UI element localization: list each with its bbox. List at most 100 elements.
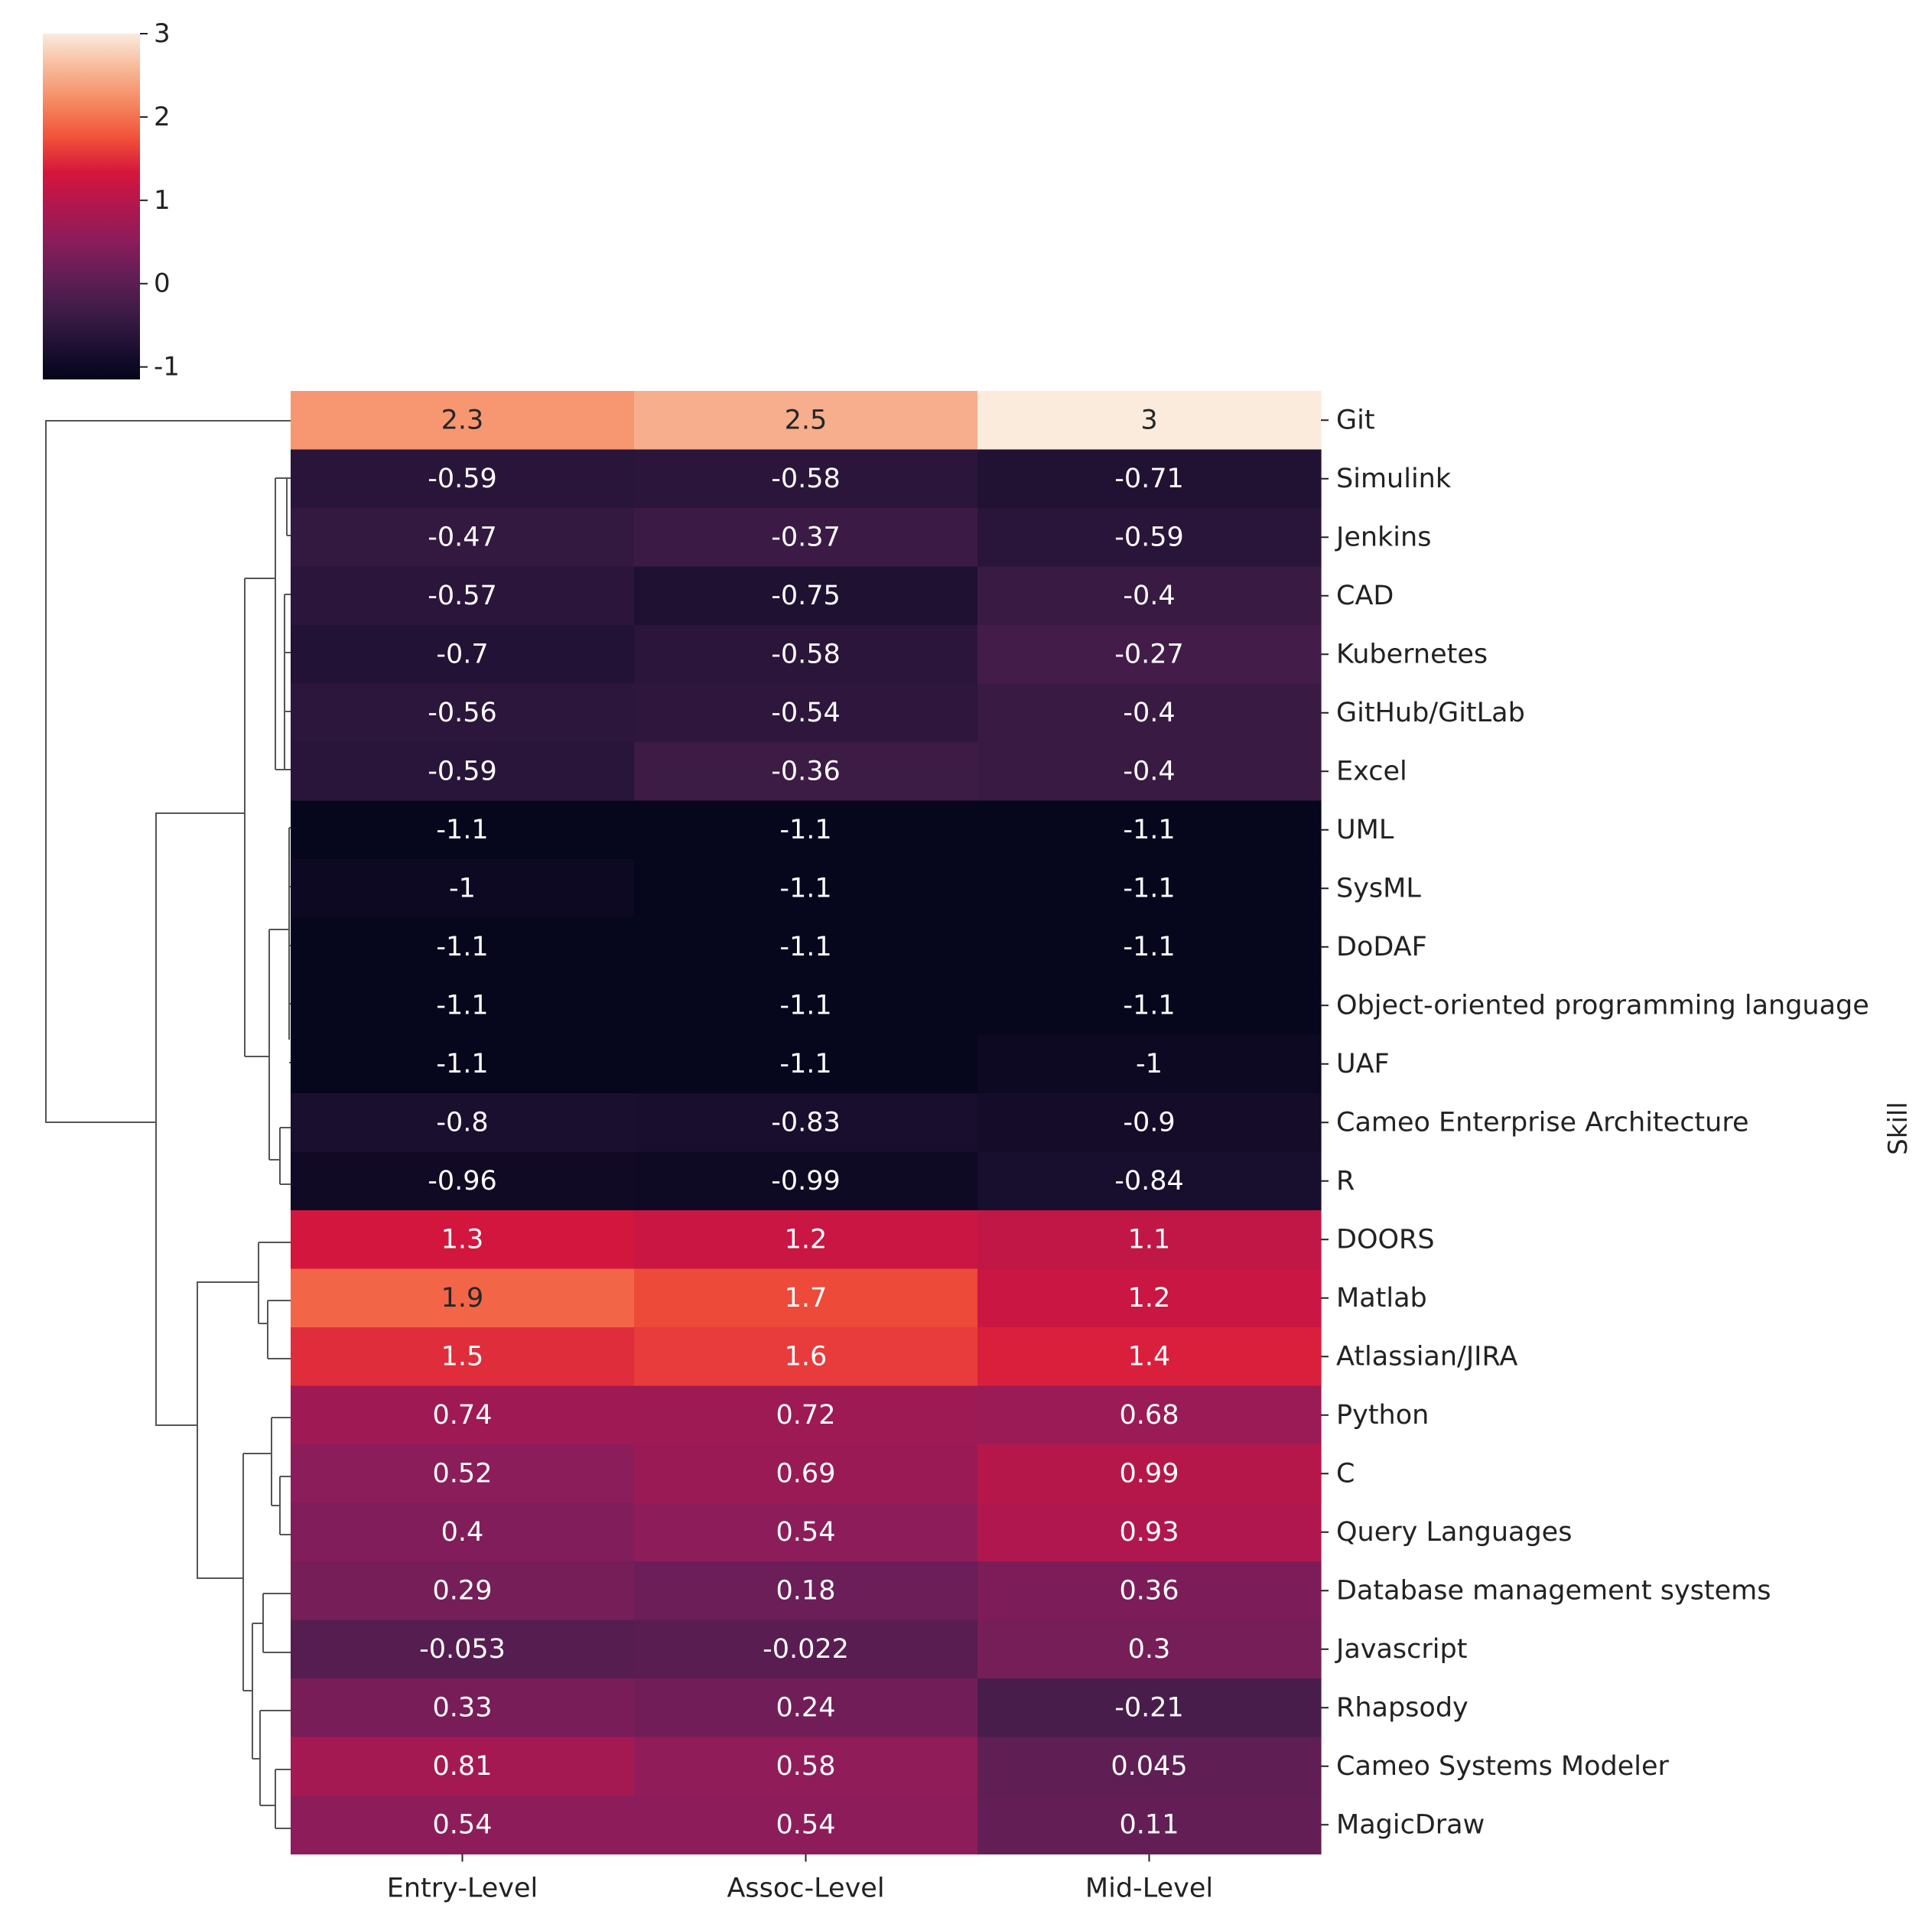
cell-value-label: 1.3: [441, 1224, 484, 1255]
cell-value-label: -0.59: [1114, 522, 1184, 552]
cell-value-label: -1.1: [1123, 990, 1175, 1021]
cell-value-label: -0.59: [428, 464, 497, 494]
row-label-atlassian-jira: Atlassian/JIRA: [1336, 1341, 1517, 1372]
heatmap-cell-cameo-systems-modeler-assoc-level: [634, 1737, 978, 1796]
cell-value-label: -1.1: [779, 932, 831, 962]
cell-value-label: -1.1: [1123, 873, 1175, 903]
heatmap-cell-uaf-assoc-level: [634, 1034, 978, 1094]
row-label-cameo-systems-modeler: Cameo Systems Modeler: [1336, 1751, 1670, 1782]
cell-value-label: -0.57: [428, 581, 497, 611]
heatmap-cell-uaf-mid-level: [977, 1034, 1322, 1094]
column-label-mid-level: Mid-Level: [1085, 1874, 1213, 1904]
heatmap-cell-javascript-assoc-level: [634, 1620, 978, 1679]
colorbar-tick-label: 0: [154, 269, 171, 299]
heatmap-cell-github-gitlab-mid-level: [977, 683, 1322, 743]
heatmap-cells: 2.3 2.5 3 -0.59 -0.58 -0.71 -0.47 -0.37 -0.59 -0.…: [291, 391, 1322, 1855]
cell-value-label: -0.84: [1114, 1166, 1184, 1196]
cell-value-label: 2.5: [785, 405, 828, 435]
heatmap-cell-dodaf-assoc-level: [634, 917, 978, 977]
cell-value-label: -0.47: [428, 522, 497, 552]
colorbar-ticks: 3 2 1 0 -1: [140, 18, 180, 383]
heatmap-cell-cameo-systems-modeler-entry-level: [291, 1737, 635, 1796]
heatmap-cell-c-mid-level: [977, 1444, 1322, 1504]
heatmap-cell-python-entry-level: [291, 1385, 635, 1445]
heatmap-cell-r-mid-level: [977, 1151, 1322, 1211]
cell-value-label: -1.1: [779, 990, 831, 1021]
cell-value-label: 0.93: [1120, 1517, 1179, 1548]
column-label-entry-level: Entry-Level: [387, 1874, 538, 1904]
cell-value-label: -0.8: [436, 1107, 488, 1138]
cell-value-label: -0.59: [428, 756, 497, 786]
cell-value-label: 1.2: [785, 1224, 828, 1255]
cell-value-label: -1.1: [779, 873, 831, 903]
row-label-excel: Excel: [1336, 756, 1407, 786]
heatmap-cell-r-entry-level: [291, 1151, 635, 1211]
heatmap-cell-query-languages-assoc-level: [634, 1502, 978, 1562]
cell-value-label: -1.1: [436, 932, 488, 962]
heatmap-cell-github-gitlab-assoc-level: [634, 683, 978, 743]
row-label-database-management-systems: Database management systems: [1336, 1575, 1771, 1606]
dendrogram-negative-cluster-link: [155, 812, 245, 1426]
heatmap-cell-excel-entry-level: [291, 742, 635, 802]
y-axis-title: Skill: [1883, 1102, 1914, 1155]
cell-value-label: -0.053: [419, 1634, 506, 1665]
cell-value-label: 0.99: [1120, 1458, 1179, 1489]
heatmap-cell-kubernetes-assoc-level: [634, 625, 978, 685]
cell-value-label: 0.52: [433, 1458, 493, 1489]
row-dendrogram: [45, 420, 291, 1829]
cell-value-label: 0.4: [441, 1517, 484, 1548]
heatmap-cell-database-management-systems-assoc-level: [634, 1561, 978, 1621]
cell-value-label: 0.54: [776, 1517, 836, 1548]
cell-value-label: -0.54: [771, 698, 841, 728]
heatmap-cell-magicdraw-entry-level: [291, 1795, 635, 1855]
cell-value-label: 0.29: [433, 1575, 493, 1606]
cell-value-label: -1.1: [1123, 932, 1175, 962]
heatmap-cell-simulink-mid-level: [977, 449, 1322, 509]
dendrogram-positive-subclusters: [242, 1242, 291, 1829]
heatmap-cell-git-entry-level: [291, 391, 635, 451]
cell-value-label: -0.022: [763, 1634, 849, 1665]
row-label-cad: CAD: [1336, 581, 1394, 611]
heatmap-cell-cameo-enterprise-architecture-entry-level: [291, 1093, 635, 1153]
cell-value-label: -1.1: [436, 990, 488, 1021]
heatmap-cell-doors-entry-level: [291, 1210, 635, 1270]
heatmap-cell-magicdraw-mid-level: [977, 1795, 1322, 1855]
heatmap-cell-simulink-assoc-level: [634, 449, 978, 509]
heatmap-cell-c-assoc-level: [634, 1444, 978, 1504]
cell-value-label: -0.99: [771, 1166, 841, 1196]
cell-value-label: -1.1: [436, 1049, 488, 1079]
cell-value-label: -0.36: [771, 756, 841, 786]
cell-value-label: 1.7: [785, 1283, 828, 1314]
colorbar-tick-label: 2: [154, 102, 171, 132]
cell-value-label: -1.1: [436, 815, 488, 845]
cell-value-label: 0.18: [776, 1575, 836, 1606]
heatmap-cell-cad-mid-level: [977, 566, 1322, 626]
row-label-jenkins: Jenkins: [1335, 522, 1431, 552]
heatmap-cell-cameo-enterprise-architecture-assoc-level: [634, 1093, 978, 1153]
cell-value-label: -0.37: [771, 522, 841, 552]
heatmap-cell-atlassian-jira-entry-level: [291, 1327, 635, 1387]
row-label-rhapsody: Rhapsody: [1336, 1692, 1469, 1723]
row-label-uaf: UAF: [1336, 1049, 1390, 1079]
row-label-magicdraw: MagicDraw: [1336, 1809, 1485, 1840]
cell-value-label: -1.1: [779, 1049, 831, 1079]
row-label-simulink: Simulink: [1336, 464, 1452, 494]
colorbar-tick-label: 3: [154, 18, 171, 49]
row-label-r: R: [1336, 1166, 1355, 1196]
cell-value-label: 0.36: [1120, 1575, 1179, 1606]
heatmap-cell-javascript-mid-level: [977, 1620, 1322, 1679]
heatmap-cell-github-gitlab-entry-level: [291, 683, 635, 743]
colorbar-tick-label: -1: [154, 352, 180, 383]
cell-value-label: 1.9: [441, 1283, 484, 1314]
cell-value-label: -1: [449, 873, 476, 903]
cell-value-label: -0.58: [771, 464, 841, 494]
cell-value-label: -0.4: [1123, 756, 1175, 786]
cell-value-label: -0.4: [1123, 698, 1175, 728]
heatmap-cell-javascript-entry-level: [291, 1620, 635, 1679]
heatmap-cell-kubernetes-entry-level: [291, 625, 635, 685]
cell-value-label: 0.69: [776, 1458, 836, 1489]
cell-value-label: -1.1: [1123, 815, 1175, 845]
cell-value-label: 1.1: [1128, 1224, 1171, 1255]
row-label-github-gitlab: GitHub/GitLab: [1336, 698, 1525, 728]
heatmap-cell-rhapsody-mid-level: [977, 1678, 1322, 1738]
